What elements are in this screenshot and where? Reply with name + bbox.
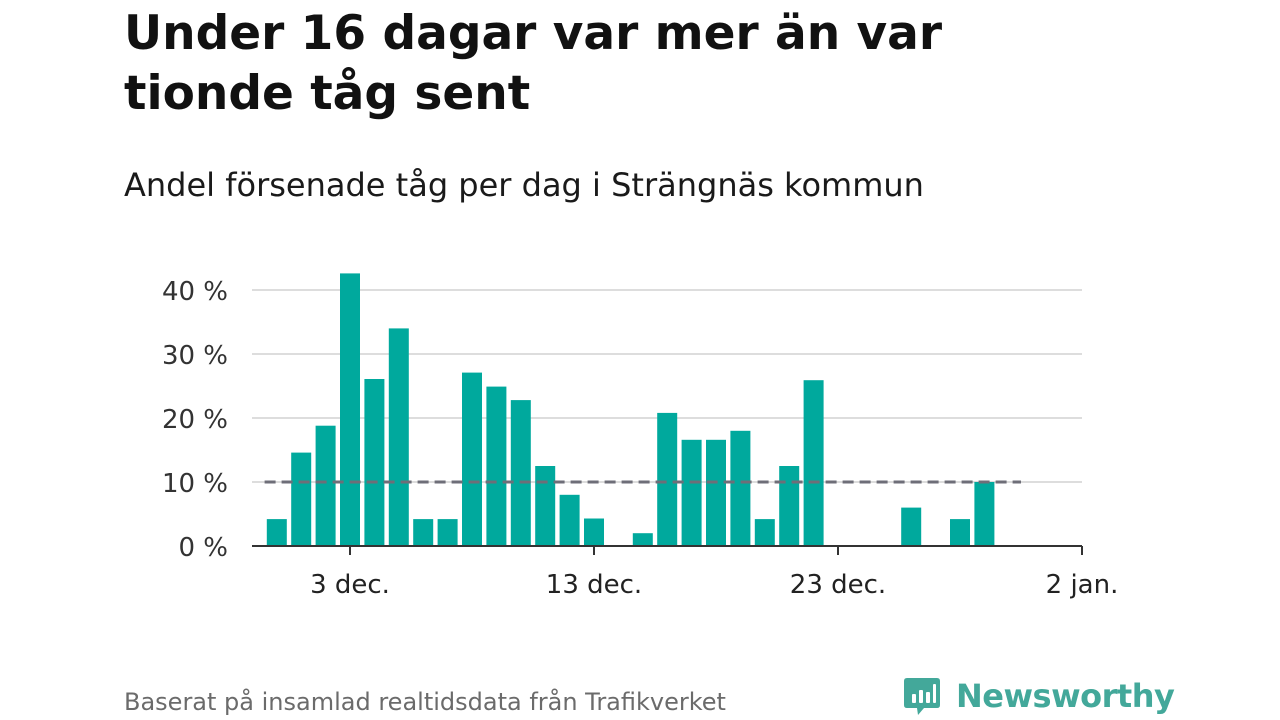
y-tick-label: 40 % [162, 277, 228, 307]
newsworthy-logo: Newsworthy [902, 672, 1175, 720]
bar-2018-12-15 [632, 533, 653, 546]
bar-2018-12-05 [388, 328, 409, 546]
bar-2018-12-03 [340, 273, 360, 546]
bar-2018-12-16 [657, 412, 678, 546]
bar-2018-12-04 [364, 379, 385, 546]
bar-2018-12-28 [950, 519, 970, 546]
bar-2018-12-21 [779, 466, 800, 546]
bar-2018-12-11 [535, 466, 556, 546]
bar-2018-12-29 [974, 482, 995, 546]
y-tick-label: 30 % [162, 341, 228, 371]
y-axis-labels: 0 % 10 % 20 % 30 % 40 % [162, 277, 228, 563]
chart-subtitle: Andel försenade tåg per dag i Strängnäs … [124, 166, 924, 204]
chart-title: Under 16 dagar var mer än var tionde tåg… [124, 6, 943, 121]
x-tick-label: 13 dec. [546, 570, 642, 600]
bar-2018-12-19 [730, 430, 751, 546]
bar-2018-11-30 [266, 519, 287, 546]
y-tick-label: 0 % [178, 533, 228, 563]
bar-2018-12-09 [486, 386, 507, 546]
bar-2018-12-10 [510, 400, 531, 546]
bars [266, 273, 995, 546]
bar-2018-12-07 [437, 519, 458, 546]
bar-2018-12-13 [584, 518, 604, 546]
bar-2018-12-20 [754, 519, 775, 546]
bar-2018-12-06 [413, 519, 434, 546]
brand-name: Newsworthy [956, 677, 1175, 715]
source-note: Baserat på insamlad realtidsdata från Tr… [124, 688, 726, 716]
bar-2018-12-17 [681, 439, 702, 546]
x-tick-label: 2 jan. [1046, 570, 1119, 600]
bar-2018-12-01 [291, 452, 312, 546]
bar-chart: 0 % 10 % 20 % 30 % 40 % 3 dec. 13 dec. 23 dec.… [162, 273, 1119, 600]
bar-2018-12-22 [803, 380, 824, 546]
x-axis: 3 dec. 13 dec. 23 dec. 2 jan. [252, 545, 1119, 600]
y-tick-label: 20 % [162, 405, 228, 435]
newsworthy-logo-icon [904, 678, 940, 715]
x-tick-label: 23 dec. [790, 570, 886, 600]
bar-2018-12-18 [706, 439, 726, 546]
bar-2018-12-02 [315, 425, 336, 546]
y-tick-label: 10 % [162, 469, 228, 499]
bar-2018-12-26 [901, 507, 922, 546]
x-tick-label: 3 dec. [310, 570, 390, 600]
bar-2018-12-12 [559, 494, 580, 546]
bar-2018-12-08 [462, 372, 482, 546]
